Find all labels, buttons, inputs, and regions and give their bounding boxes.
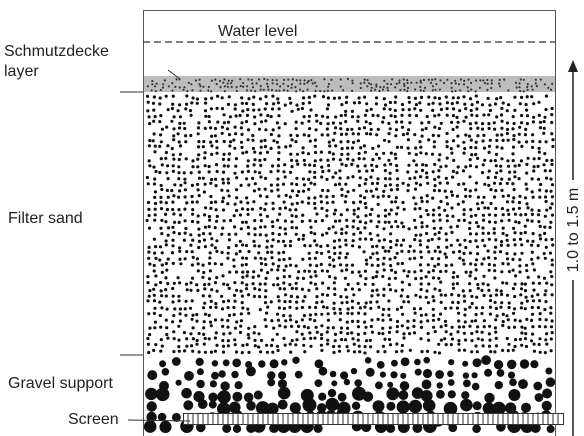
depth-label: 1.0 to 1.5 m (565, 188, 582, 273)
schmutzdecke-label: Schmutzdecke (4, 43, 109, 60)
gravel-support-label: Gravel support (8, 375, 113, 392)
schmutzdecke-label: layer (4, 63, 39, 80)
screen-label: Screen (68, 411, 119, 428)
media-particles (143, 77, 556, 434)
arrow-head (568, 60, 578, 72)
filter-sand-label: Filter sand (8, 210, 83, 227)
water-level-label: Water level (218, 23, 297, 40)
screen-bars (187, 414, 559, 424)
leader-line (167, 69, 181, 80)
label-backdrop (564, 180, 582, 280)
filter-tank (143, 10, 556, 436)
schmutzdecke-particles (146, 77, 554, 93)
screen-bar-lines (187, 414, 559, 424)
schmutzdecke-band (144, 76, 555, 92)
sand-particles (145, 94, 555, 355)
leader-line (127, 419, 191, 422)
